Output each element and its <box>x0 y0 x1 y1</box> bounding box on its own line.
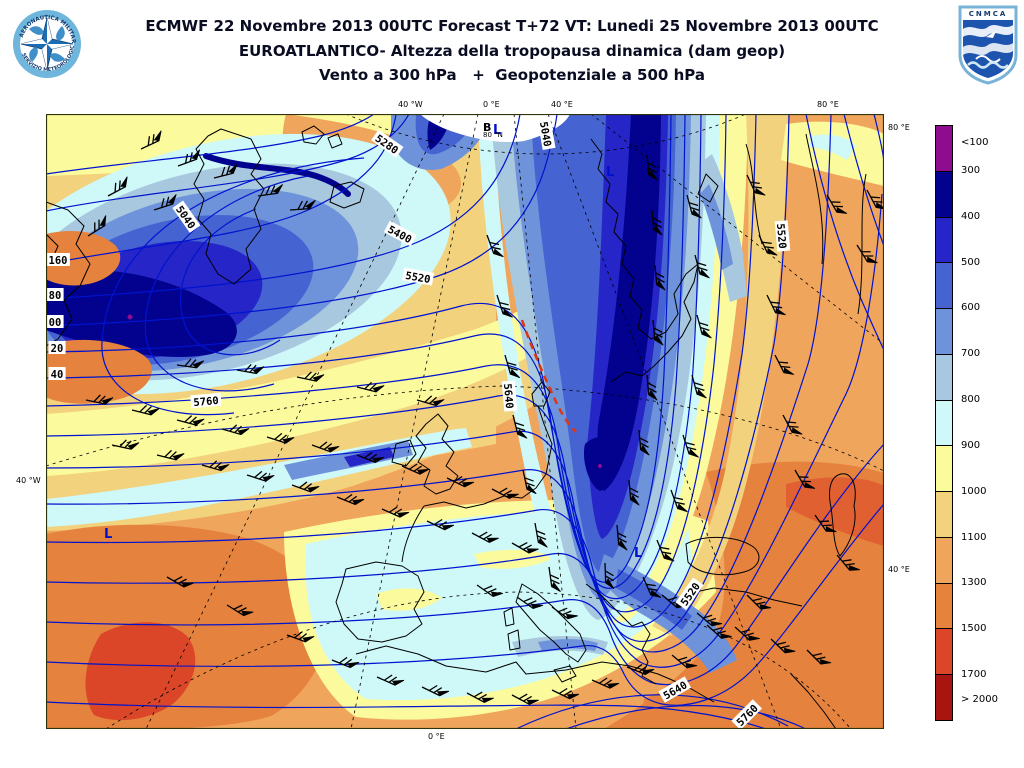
cnmca-logo: CNMCA <box>956 3 1020 87</box>
contour-label: 5760 <box>190 393 222 410</box>
colorbar-label: 1100 <box>961 532 986 543</box>
contour-label: 160 <box>46 253 70 267</box>
pressure-marker: L <box>104 527 112 542</box>
colorbar-label: 500 <box>961 257 980 268</box>
chart-title-line3: Vento a 300 hPa + Geopotenziale a 500 hP… <box>90 66 934 84</box>
contour-label: 5640 <box>501 380 518 412</box>
contour-label: 80 <box>46 288 63 302</box>
colorbar-label: 900 <box>961 440 980 451</box>
colorbar-label: 1700 <box>961 669 986 680</box>
aeronautica-militare-logo: AERONAUTICA MILITARE SERVIZIO METEOROLOG… <box>10 6 84 82</box>
weather-map: 5040504052805400552055205520564056405760… <box>46 114 884 729</box>
colorbar-segment <box>936 583 952 629</box>
axis-tick-label: 80 °E <box>817 100 839 109</box>
lat-label-80N: 80 °N <box>483 131 503 139</box>
weather-chart-page: AERONAUTICA MILITARE SERVIZIO METEOROLOG… <box>0 0 1024 768</box>
colorbar-label: 1300 <box>961 577 986 588</box>
svg-text:20: 20 <box>51 343 64 355</box>
colorbar-segment <box>936 674 952 720</box>
chart-title-line2: EUROATLANTICO- Altezza della tropopausa … <box>90 42 934 60</box>
colorbar-segment <box>936 537 952 583</box>
colorbar-segment <box>936 126 952 171</box>
colorbar-label: 800 <box>961 394 980 405</box>
svg-text:5760: 5760 <box>193 395 219 409</box>
axis-tick-label: 40 °W <box>398 100 423 109</box>
pressure-marker: L <box>634 546 642 561</box>
colorbar <box>935 125 953 721</box>
colorbar-segment <box>936 171 952 217</box>
axis-tick-label: 0 °E <box>483 100 500 109</box>
colorbar-label: 400 <box>961 211 980 222</box>
colorbar-segment <box>936 262 952 308</box>
colorbar-segment <box>936 491 952 537</box>
map-field: 5040504052805400552055205520564056405760… <box>46 114 884 729</box>
axis-tick-label: 0 °E <box>428 732 445 741</box>
chart-title-line1: ECMWF 22 Novembre 2013 00UTC Forecast T+… <box>90 17 934 35</box>
axis-tick-label: 80 °E <box>888 123 910 132</box>
contour-label: 40 <box>48 367 65 381</box>
svg-text:5520: 5520 <box>774 223 788 249</box>
colorbar-label: <100 <box>961 137 988 148</box>
colorbar-segment <box>936 445 952 491</box>
colorbar-label: 1500 <box>961 623 986 634</box>
contour-label: 20 <box>48 341 65 355</box>
axis-tick-label: 40 °W <box>16 476 41 485</box>
cnmca-label: CNMCA <box>969 10 1008 18</box>
svg-text:160: 160 <box>49 255 68 267</box>
svg-text:40: 40 <box>51 369 64 381</box>
svg-text:00: 00 <box>49 317 62 329</box>
axis-tick-label: 40 °E <box>888 565 910 574</box>
colorbar-segment <box>936 354 952 400</box>
pressure-marker: L <box>606 165 614 180</box>
contour-label: 00 <box>46 315 63 329</box>
colorbar-label: 1000 <box>961 486 986 497</box>
colorbar-label: 300 <box>961 165 980 176</box>
contour-label: 5520 <box>774 220 791 252</box>
colorbar-segment <box>936 217 952 263</box>
colorbar-segment <box>936 400 952 446</box>
colorbar-segment <box>936 628 952 674</box>
colorbar-segment <box>936 308 952 354</box>
colorbar-label: 600 <box>961 302 980 313</box>
axis-tick-label: 40 °E <box>551 100 573 109</box>
colorbar-label: > 2000 <box>961 694 998 705</box>
svg-text:5640: 5640 <box>501 383 515 409</box>
svg-text:80: 80 <box>49 290 62 302</box>
colorbar-label: 700 <box>961 348 980 359</box>
